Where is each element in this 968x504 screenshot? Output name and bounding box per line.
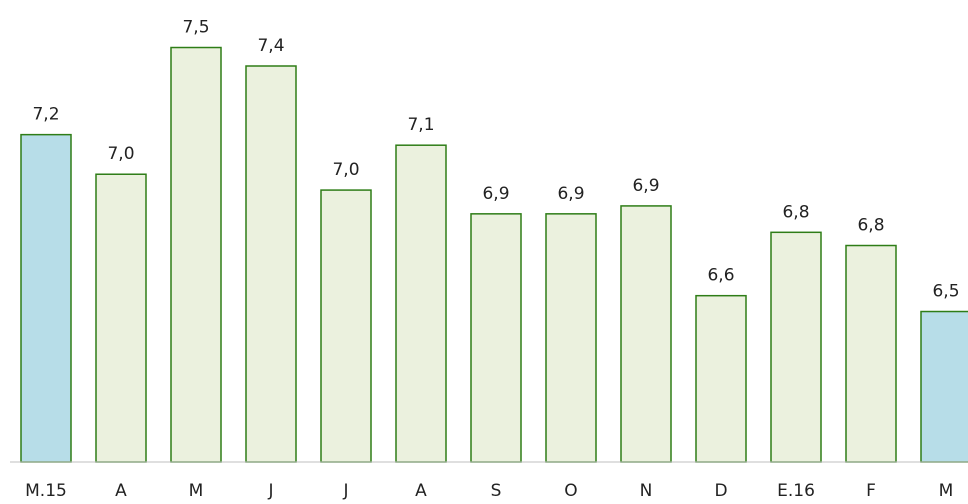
value-label: 7,0 [107,144,134,164]
x-tick-label: M.15 [25,481,67,501]
bar [920,310,968,463]
x-tick-label: A [115,481,127,501]
bar [545,213,597,463]
value-label: 7,0 [332,160,359,180]
bar [20,133,72,463]
bar [170,46,222,463]
value-label: 7,5 [182,18,209,38]
value-label: 7,4 [257,36,284,56]
x-tick-label: D [714,481,727,501]
bar [770,231,822,463]
value-label: 6,8 [782,202,809,222]
value-label: 6,9 [557,184,584,204]
bar [395,144,447,463]
x-tick-label: F [866,481,876,501]
value-label: 6,9 [482,184,509,204]
x-tick-label: E.16 [777,481,815,501]
x-tick-label: M [939,481,954,501]
x-tick-label: J [267,481,273,501]
bar [695,294,747,463]
x-tick-label: S [491,481,502,501]
value-label: 6,5 [932,282,959,302]
value-label: 6,6 [707,266,734,286]
value-label: 7,1 [407,115,434,135]
x-tick-label: N [640,481,653,501]
bar [95,173,147,463]
value-label: 7,2 [32,105,59,125]
bar [620,205,672,463]
bar [845,244,897,463]
value-label: 6,8 [857,216,884,236]
x-tick-label: A [415,481,427,501]
x-tick-label: O [564,481,577,501]
bar [320,189,372,463]
value-label: 6,9 [632,176,659,196]
x-tick-label: J [342,481,348,501]
bar [245,65,297,463]
bar [470,213,522,463]
x-tick-label: M [189,481,204,501]
